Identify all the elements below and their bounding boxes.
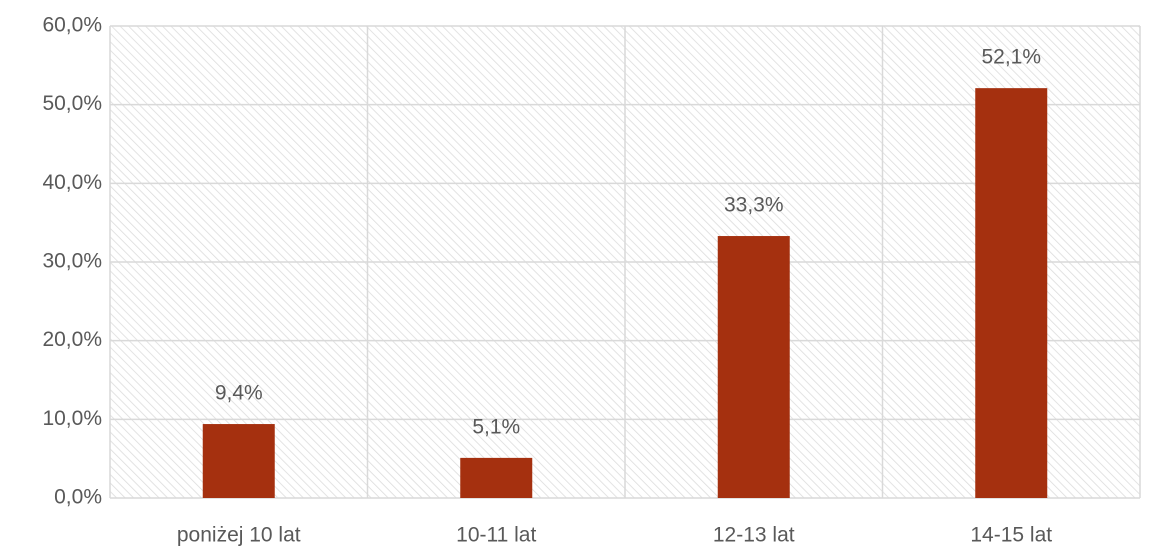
data-label: 9,4% [215,382,263,405]
x-tick-label: 10-11 lat [456,524,536,547]
data-label: 52,1% [981,46,1041,69]
x-tick-label: poniżej 10 lat [177,524,301,547]
y-tick-label: 10,0% [42,407,102,430]
data-label: 33,3% [724,194,784,217]
y-tick-label: 30,0% [42,250,102,273]
y-tick-label: 0,0% [54,486,102,509]
x-tick-label: 12-13 lat [713,524,795,547]
y-tick-label: 50,0% [42,92,102,115]
bar [975,88,1048,498]
data-label: 5,1% [472,415,520,438]
y-tick-label: 40,0% [42,171,102,194]
x-tick-label: 14-15 lat [970,524,1052,547]
y-tick-label: 20,0% [42,328,102,351]
y-tick-label: 60,0% [42,14,102,37]
bar [460,457,533,498]
bar [717,236,790,499]
bar [202,424,275,498]
